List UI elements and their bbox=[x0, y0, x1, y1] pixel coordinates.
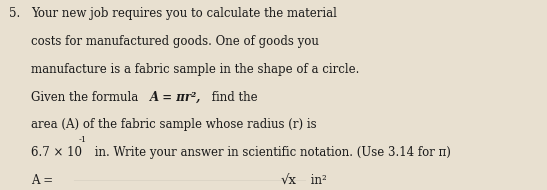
Text: manufacture is a fabric sample in the shape of a circle.: manufacture is a fabric sample in the sh… bbox=[31, 63, 359, 76]
Text: in. Write your answer in scientific notation. (Use 3.14 for π): in. Write your answer in scientific nota… bbox=[91, 146, 451, 159]
Text: Your new job requires you to calculate the material: Your new job requires you to calculate t… bbox=[31, 7, 337, 20]
Text: 5.: 5. bbox=[9, 7, 21, 20]
Text: √x: √x bbox=[281, 174, 297, 187]
Text: find the: find the bbox=[208, 90, 258, 104]
Text: area (A) of the fabric sample whose radius (r) is: area (A) of the fabric sample whose radi… bbox=[31, 118, 317, 131]
Text: in²: in² bbox=[307, 174, 327, 187]
Text: 6.7 × 10: 6.7 × 10 bbox=[31, 146, 82, 159]
Text: costs for manufactured goods. One of goods you: costs for manufactured goods. One of goo… bbox=[31, 35, 319, 48]
Text: -1: -1 bbox=[78, 136, 86, 144]
Text: A = πr²,: A = πr², bbox=[150, 90, 202, 104]
Text: Given the formula: Given the formula bbox=[31, 90, 142, 104]
Text: A =: A = bbox=[31, 174, 53, 187]
